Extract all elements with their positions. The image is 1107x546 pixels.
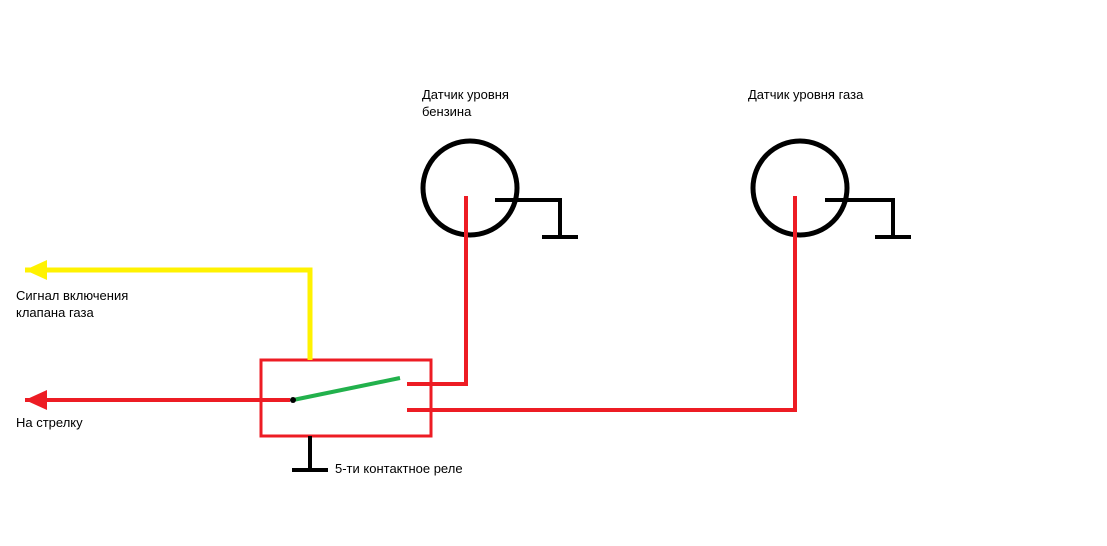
red-arrow-head [25,390,47,410]
label-sensor-gas: Датчик уровня газа [748,87,863,104]
switch-pivot [290,397,296,403]
yellow-arrow-head [25,260,47,280]
gas-sensor-circle [753,141,847,235]
label-to-gauge: На стрелку [16,415,83,432]
diagram-canvas [0,0,1107,546]
petrol-sensor-circle [423,141,517,235]
green-switch [293,378,400,400]
label-sensor-petrol: Датчик уровня бензина [422,87,509,121]
label-relay: 5-ти контактное реле [335,461,463,478]
label-gas-valve-signal: Сигнал включения клапана газа [16,288,128,322]
